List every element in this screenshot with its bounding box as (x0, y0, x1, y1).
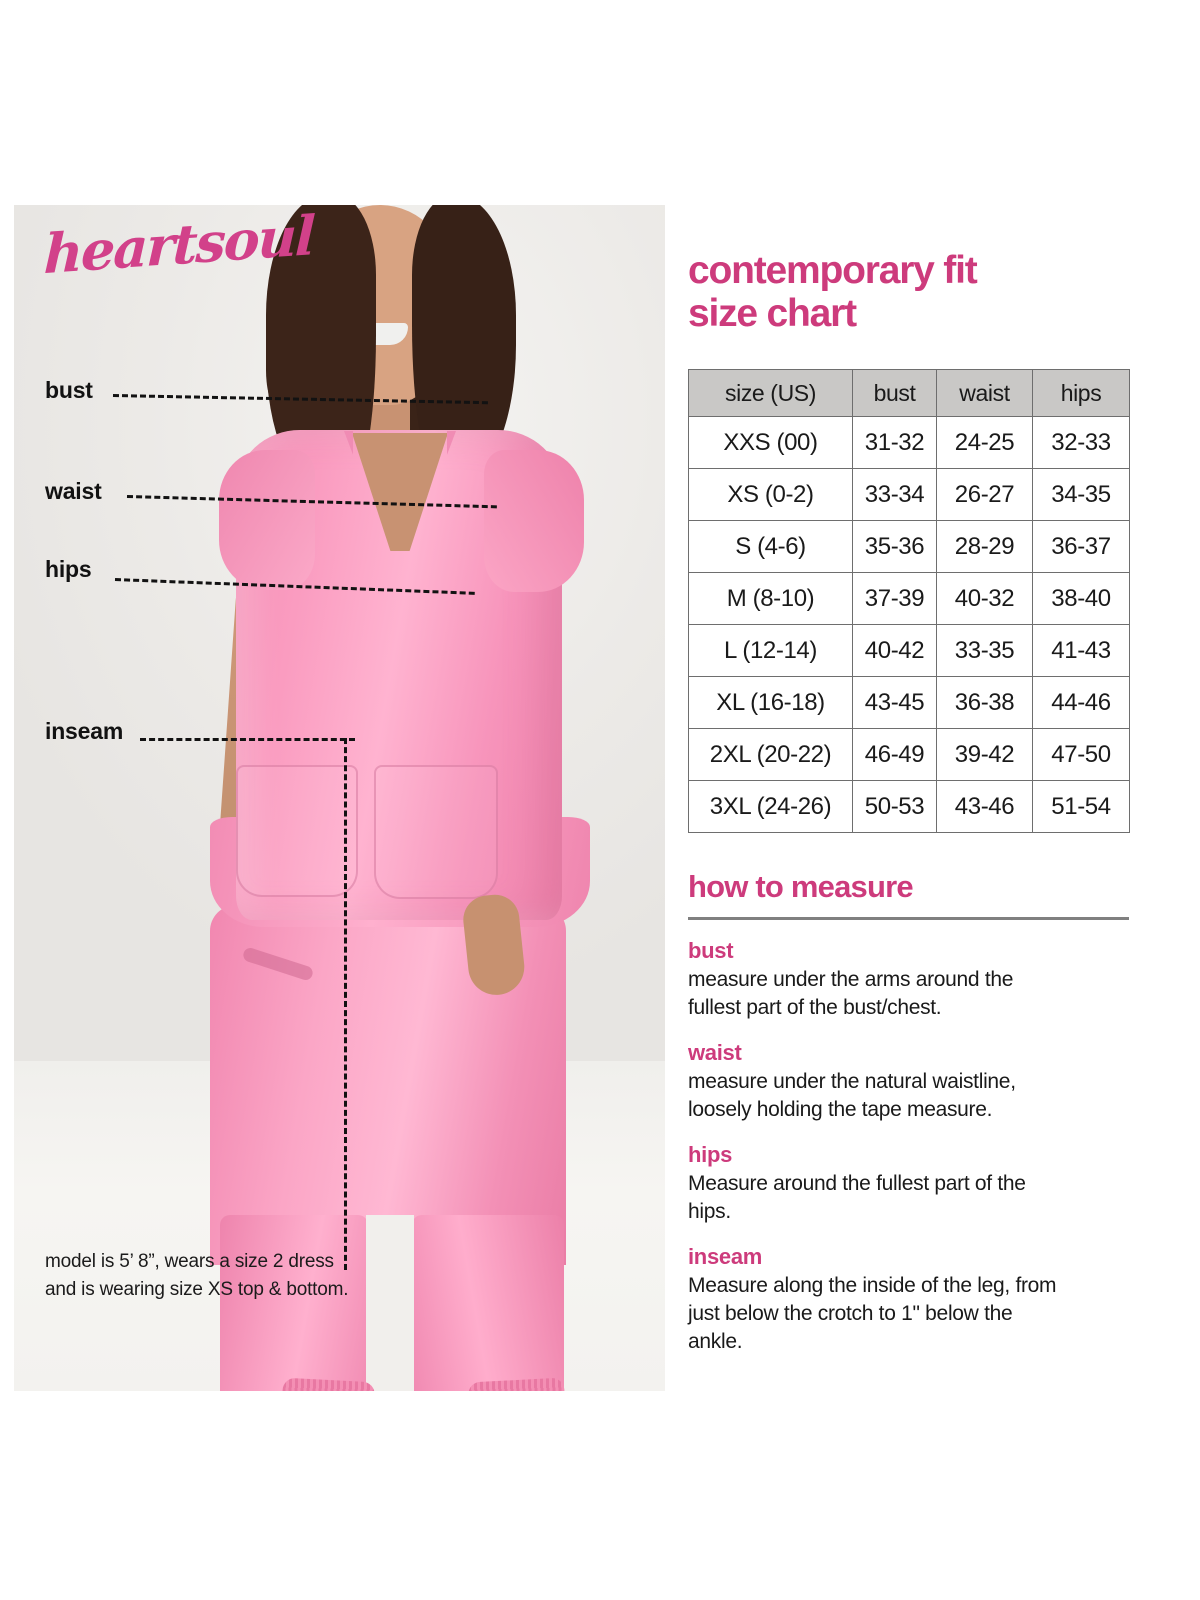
cell-bust: 33-34 (852, 468, 937, 521)
measure-label-waist: waist (45, 478, 102, 504)
measure-instruction-body: measure under the natural waistline, loo… (688, 1070, 1016, 1121)
cell-size: XXS (00) (688, 416, 853, 469)
cell-size: M (8-10) (688, 572, 853, 625)
table-row: XL (16-18) 43-45 36-38 44-46 (688, 676, 1130, 729)
how-to-measure-divider (688, 917, 1129, 920)
cell-waist: 28-29 (936, 520, 1033, 573)
pants-leg-gap (366, 1215, 414, 1391)
table-row: 2XL (20-22) 46-49 39-42 47-50 (688, 728, 1130, 781)
cell-hips: 41-43 (1032, 624, 1130, 677)
how-to-measure-heading: how to measure (688, 869, 914, 904)
measure-instruction-body: Measure around the fullest part of the h… (688, 1172, 1026, 1223)
column-header-bust: bust (852, 369, 937, 417)
cell-bust: 50-53 (852, 780, 937, 833)
measure-label-bust: bust (45, 377, 93, 403)
cell-hips: 34-35 (1032, 468, 1130, 521)
scrub-top-sleeve-left (219, 450, 315, 590)
cell-waist: 40-32 (936, 572, 1033, 625)
cell-bust: 35-36 (852, 520, 937, 573)
cell-size: L (12-14) (688, 624, 853, 677)
scrub-pants-leg-right (412, 1215, 564, 1391)
table-row: S (4-6) 35-36 28-29 36-37 (688, 520, 1130, 573)
size-chart-column: contemporary fit size chart size (US) bu… (688, 205, 1140, 1356)
table-row: 3XL (24-26) 50-53 43-46 51-54 (688, 780, 1130, 833)
measure-instruction-title: hips (688, 1142, 733, 1167)
cell-bust: 31-32 (852, 416, 937, 469)
scrub-pants-leg-left (220, 1215, 368, 1391)
model-caption: model is 5’ 8”, wears a size 2 dress and… (45, 1248, 375, 1304)
scrub-top-sleeve-right (484, 450, 584, 592)
measure-label-hips: hips (45, 556, 92, 582)
measure-instruction-inseam: inseam Measure along the inside of the l… (688, 1244, 1140, 1356)
cell-hips: 44-46 (1032, 676, 1130, 729)
table-row: XXS (00) 31-32 24-25 32-33 (688, 416, 1130, 469)
table-header-row: size (US) bust waist hips (688, 369, 1130, 417)
measure-instruction-hips: hips Measure around the fullest part of … (688, 1142, 1140, 1226)
table-row: M (8-10) 37-39 40-32 38-40 (688, 572, 1130, 625)
cell-size: S (4-6) (688, 520, 853, 573)
scrub-top-pocket-right (374, 765, 498, 899)
table-row: L (12-14) 40-42 33-35 41-43 (688, 624, 1130, 677)
cell-waist: 33-35 (936, 624, 1033, 677)
measure-label-inseam: inseam (45, 718, 124, 744)
page-title-line-2: size chart (688, 292, 857, 335)
cell-waist: 43-46 (936, 780, 1033, 833)
cell-bust: 46-49 (852, 728, 937, 781)
measure-instruction-title: inseam (688, 1244, 763, 1269)
measure-instruction-title: bust (688, 938, 734, 963)
cell-waist: 39-42 (936, 728, 1033, 781)
measure-instruction-bust: bust measure under the arms around the f… (688, 938, 1140, 1022)
model-photo-panel (14, 205, 665, 1391)
size-chart-body: XXS (00) 31-32 24-25 32-33 XS (0-2) 33-3… (688, 416, 1130, 833)
cell-hips: 36-37 (1032, 520, 1130, 573)
cell-hips: 51-54 (1032, 780, 1130, 833)
page-title: contemporary fit size chart (688, 249, 1140, 335)
cell-bust: 37-39 (852, 572, 937, 625)
cell-size: 2XL (20-22) (688, 728, 853, 781)
table-row: XS (0-2) 33-34 26-27 34-35 (688, 468, 1130, 521)
model-illustration (14, 205, 665, 1391)
measure-instruction-body: Measure along the inside of the leg, fro… (688, 1274, 1057, 1353)
column-header-waist: waist (936, 369, 1033, 417)
cell-size: XL (16-18) (688, 676, 853, 729)
cell-hips: 47-50 (1032, 728, 1130, 781)
cell-size: 3XL (24-26) (688, 780, 853, 833)
measure-leader-inseam (140, 738, 355, 741)
model-caption-line-2: and is wearing size XS top & bottom. (45, 1279, 349, 1300)
cell-hips: 38-40 (1032, 572, 1130, 625)
column-header-hips: hips (1032, 369, 1130, 417)
cell-bust: 43-45 (852, 676, 937, 729)
cell-hips: 32-33 (1032, 416, 1130, 469)
cell-waist: 36-38 (936, 676, 1033, 729)
cell-waist: 24-25 (936, 416, 1033, 469)
page-title-line-1: contemporary fit (688, 249, 978, 292)
cell-size: XS (0-2) (688, 468, 853, 521)
scrub-top-pocket-left (236, 765, 358, 897)
cell-waist: 26-27 (936, 468, 1033, 521)
measure-instruction-title: waist (688, 1040, 742, 1065)
column-header-size: size (US) (688, 369, 853, 417)
measure-instruction-waist: waist measure under the natural waistlin… (688, 1040, 1140, 1124)
measure-leader-inseam-vertical (344, 738, 347, 1270)
measure-instruction-body: measure under the arms around the fulles… (688, 968, 1014, 1019)
cell-bust: 40-42 (852, 624, 937, 677)
size-chart-table: size (US) bust waist hips XXS (00) 31-32… (688, 369, 1130, 833)
model-caption-line-1: model is 5’ 8”, wears a size 2 dress (45, 1251, 334, 1272)
